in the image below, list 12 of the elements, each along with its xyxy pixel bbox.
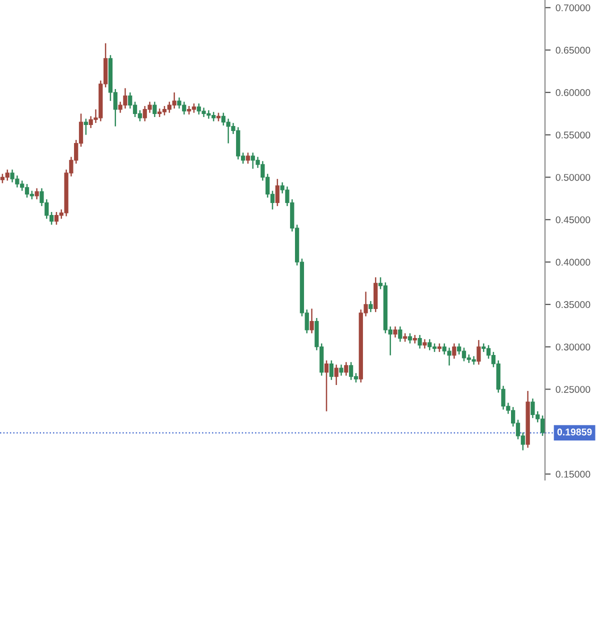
ref-line-label: 0.19859 [557,428,592,436]
y-tick-label: 0.60000 [556,89,590,96]
y-tick-label: 0.45000 [556,216,590,224]
y-tick-label: 0.70000 [556,4,590,12]
y-tick-label: 0.35000 [556,301,590,308]
y-tick-label: 0.30000 [556,344,590,350]
y-tick-label: 0.50000 [556,174,590,181]
y-tick-label: 0.55000 [556,132,590,138]
y-tick-label: 0.40000 [556,258,590,266]
y-tick-label: 0.15000 [556,470,590,478]
y-tick-label: 0.65000 [556,46,590,54]
y-tick-label: 0.25000 [556,386,590,393]
